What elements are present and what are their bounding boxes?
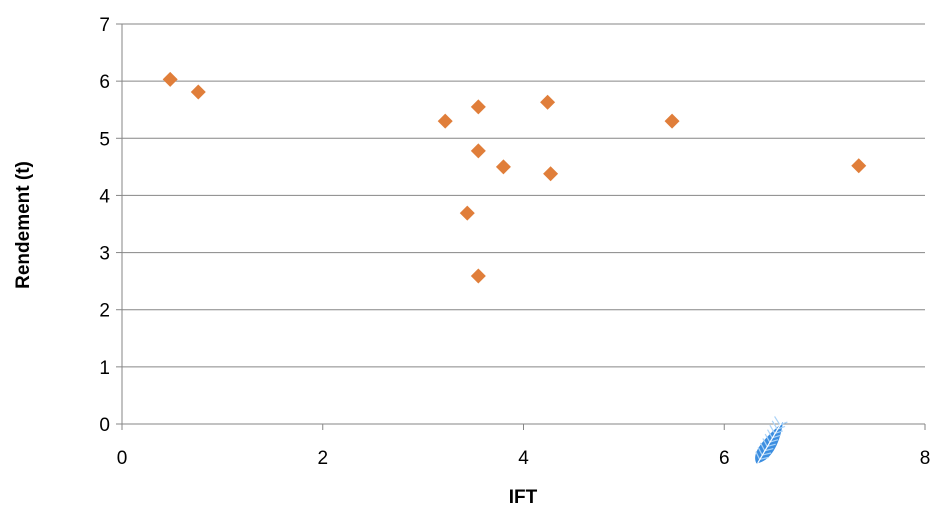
data-point-7 — [495, 159, 511, 175]
data-point-11 — [664, 113, 680, 129]
x-axis-title: IFT — [509, 487, 538, 508]
data-point-6 — [470, 143, 486, 159]
y-tick-label: 4 — [99, 186, 110, 207]
data-point-10 — [470, 268, 486, 284]
data-point-9 — [459, 205, 475, 221]
y-tick-label: 6 — [99, 72, 110, 93]
feather-watermark-icon — [755, 416, 788, 464]
y-axis-title: Rendement (t) — [13, 161, 34, 289]
data-point-3 — [437, 113, 453, 129]
y-tick-label: 5 — [99, 129, 110, 150]
y-tick-labels: 0 1 2 3 4 5 6 7 — [99, 15, 110, 436]
x-tick-label: 0 — [117, 448, 128, 469]
x-tick-labels: 0 2 4 6 8 — [117, 448, 931, 469]
y-tick-label: 2 — [99, 301, 110, 322]
data-point-2 — [190, 84, 206, 100]
y-tick-label: 0 — [99, 415, 110, 436]
data-point-5 — [540, 94, 556, 110]
data-point-4 — [470, 99, 486, 115]
y-tick-label: 3 — [99, 244, 110, 265]
axes — [116, 23, 926, 430]
y-tick-label: 1 — [99, 358, 110, 379]
x-tick-label: 6 — [719, 448, 730, 469]
y-tick-label: 7 — [99, 15, 110, 36]
data-point-12 — [851, 158, 867, 174]
data-points — [162, 71, 867, 284]
data-point-8 — [543, 166, 559, 182]
x-tick-label: 2 — [317, 448, 328, 469]
x-tick-label: 8 — [920, 448, 931, 469]
data-point-1 — [162, 71, 178, 87]
gridlines — [122, 23, 925, 368]
x-tick-label: 4 — [518, 448, 529, 469]
